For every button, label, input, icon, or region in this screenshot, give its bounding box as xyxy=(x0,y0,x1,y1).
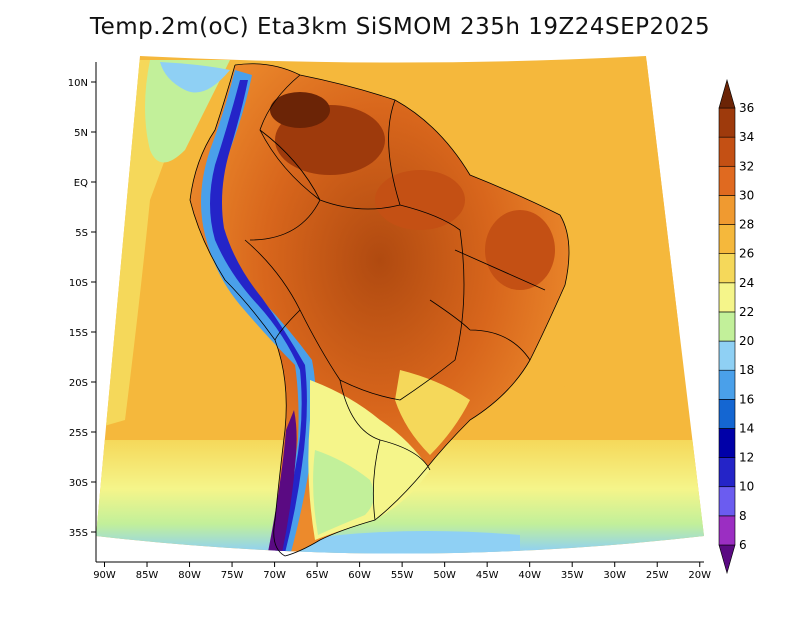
border-states xyxy=(429,249,546,361)
hotspot-venezuela xyxy=(270,92,330,128)
colorbar-label: 20 xyxy=(739,334,754,348)
x-tick-label: 70W xyxy=(263,570,286,581)
south-cool-band xyxy=(300,531,520,554)
colorbar-label: 10 xyxy=(739,480,754,494)
x-tick-label: 90W xyxy=(93,570,116,581)
hotspot-central xyxy=(375,170,465,230)
x-tick-label: 55W xyxy=(391,570,414,581)
border-guianas xyxy=(388,99,401,206)
colorbar-max-triangle xyxy=(718,78,736,109)
colorbar-label: 22 xyxy=(739,305,754,319)
x-tick-label: 75W xyxy=(221,570,244,581)
x-tick-label: 35W xyxy=(561,570,584,581)
y-tick-label: 25S xyxy=(69,428,88,439)
colorbar-segment xyxy=(718,282,736,313)
colorbar-segment xyxy=(718,195,736,225)
x-tick-label: 60W xyxy=(348,570,371,581)
pampas-cool xyxy=(313,450,374,535)
x-tick-label: 45W xyxy=(476,570,499,581)
andes-cold-ribbon xyxy=(201,70,316,554)
border-colombia xyxy=(259,74,321,201)
colorbar-label: 32 xyxy=(739,159,754,173)
x-tick-label: 25W xyxy=(646,570,669,581)
borders xyxy=(189,63,570,557)
x-tick-label: 50W xyxy=(433,570,456,581)
border-peru xyxy=(249,199,321,241)
colorbar-segment xyxy=(718,486,736,517)
map-title: Temp.2m(oC) Eta3km SiSMOM 235h 19Z24SEP2… xyxy=(89,14,711,40)
colorbar-label: 18 xyxy=(739,363,754,377)
coastline-west xyxy=(189,64,287,557)
colorbar-label: 16 xyxy=(739,392,754,406)
axis-frame xyxy=(95,62,704,563)
colorbar-segment xyxy=(718,224,736,254)
colorbar-segment xyxy=(718,515,736,546)
colorbar-label: 34 xyxy=(739,130,754,144)
y-tick-label: 10N xyxy=(68,78,88,89)
y-axis-ticks: 10N 5N EQ 5S 10S 15S 20S 25S 30S 35S xyxy=(68,78,96,539)
x-tick-label: 40W xyxy=(518,570,541,581)
caribbean-cool-patch xyxy=(160,62,230,93)
x-tick-label: 85W xyxy=(136,570,159,581)
colorbar-min-triangle xyxy=(718,544,736,575)
x-axis-ticks: 90W 85W 80W 75W 70W 65W 60W 55W 50W 45W 40W 35W 30W 2… xyxy=(93,562,711,581)
y-tick-label: 10S xyxy=(69,278,88,289)
y-tick-label: EQ xyxy=(74,178,88,189)
y-tick-label: 35S xyxy=(69,528,88,539)
y-tick-label: 20S xyxy=(69,378,88,389)
colorbar-label: 30 xyxy=(739,188,754,202)
colorbar: 6 8 10 12 14 16 18 20 22 24 26 28 30 32 34 36 xyxy=(718,78,754,575)
colorbar-label: 6 xyxy=(739,538,747,552)
border-paraguay xyxy=(339,379,431,471)
colorbar-segment xyxy=(718,428,736,458)
colorbar-label: 12 xyxy=(739,451,754,465)
y-tick-label: 15S xyxy=(69,328,88,339)
x-tick-label: 65W xyxy=(306,570,329,581)
colorbar-segment xyxy=(718,399,736,429)
y-tick-label: 5N xyxy=(74,128,88,139)
colorbar-segment xyxy=(718,165,736,196)
y-tick-label: 30S xyxy=(69,478,88,489)
x-tick-label: 20W xyxy=(688,570,711,581)
colorbar-segment xyxy=(718,253,736,284)
x-tick-label: 30W xyxy=(603,570,626,581)
colorbar-segment xyxy=(718,311,736,342)
temperature-field xyxy=(96,56,704,554)
southeast-warm xyxy=(395,370,470,455)
border-uruguay xyxy=(372,439,381,521)
colorbar-label: 28 xyxy=(739,218,754,232)
colorbar-label: 36 xyxy=(739,101,754,115)
y-tick-label: 5S xyxy=(75,228,88,239)
border-brazil-west xyxy=(244,129,465,401)
colorbar-label: 26 xyxy=(739,247,754,261)
colorbar-label: 24 xyxy=(739,276,754,290)
colorbar-segment xyxy=(718,369,736,400)
border-bolivia xyxy=(274,309,301,341)
colorbar-segment xyxy=(718,136,736,167)
colorbar-segment xyxy=(718,457,736,488)
colorbar-label: 14 xyxy=(739,421,754,435)
colorbar-segment xyxy=(718,340,736,371)
colorbar-label: 8 xyxy=(739,509,747,523)
colorbar-segment xyxy=(718,107,736,138)
x-tick-label: 80W xyxy=(178,570,201,581)
hotspot-northeast xyxy=(485,210,555,290)
